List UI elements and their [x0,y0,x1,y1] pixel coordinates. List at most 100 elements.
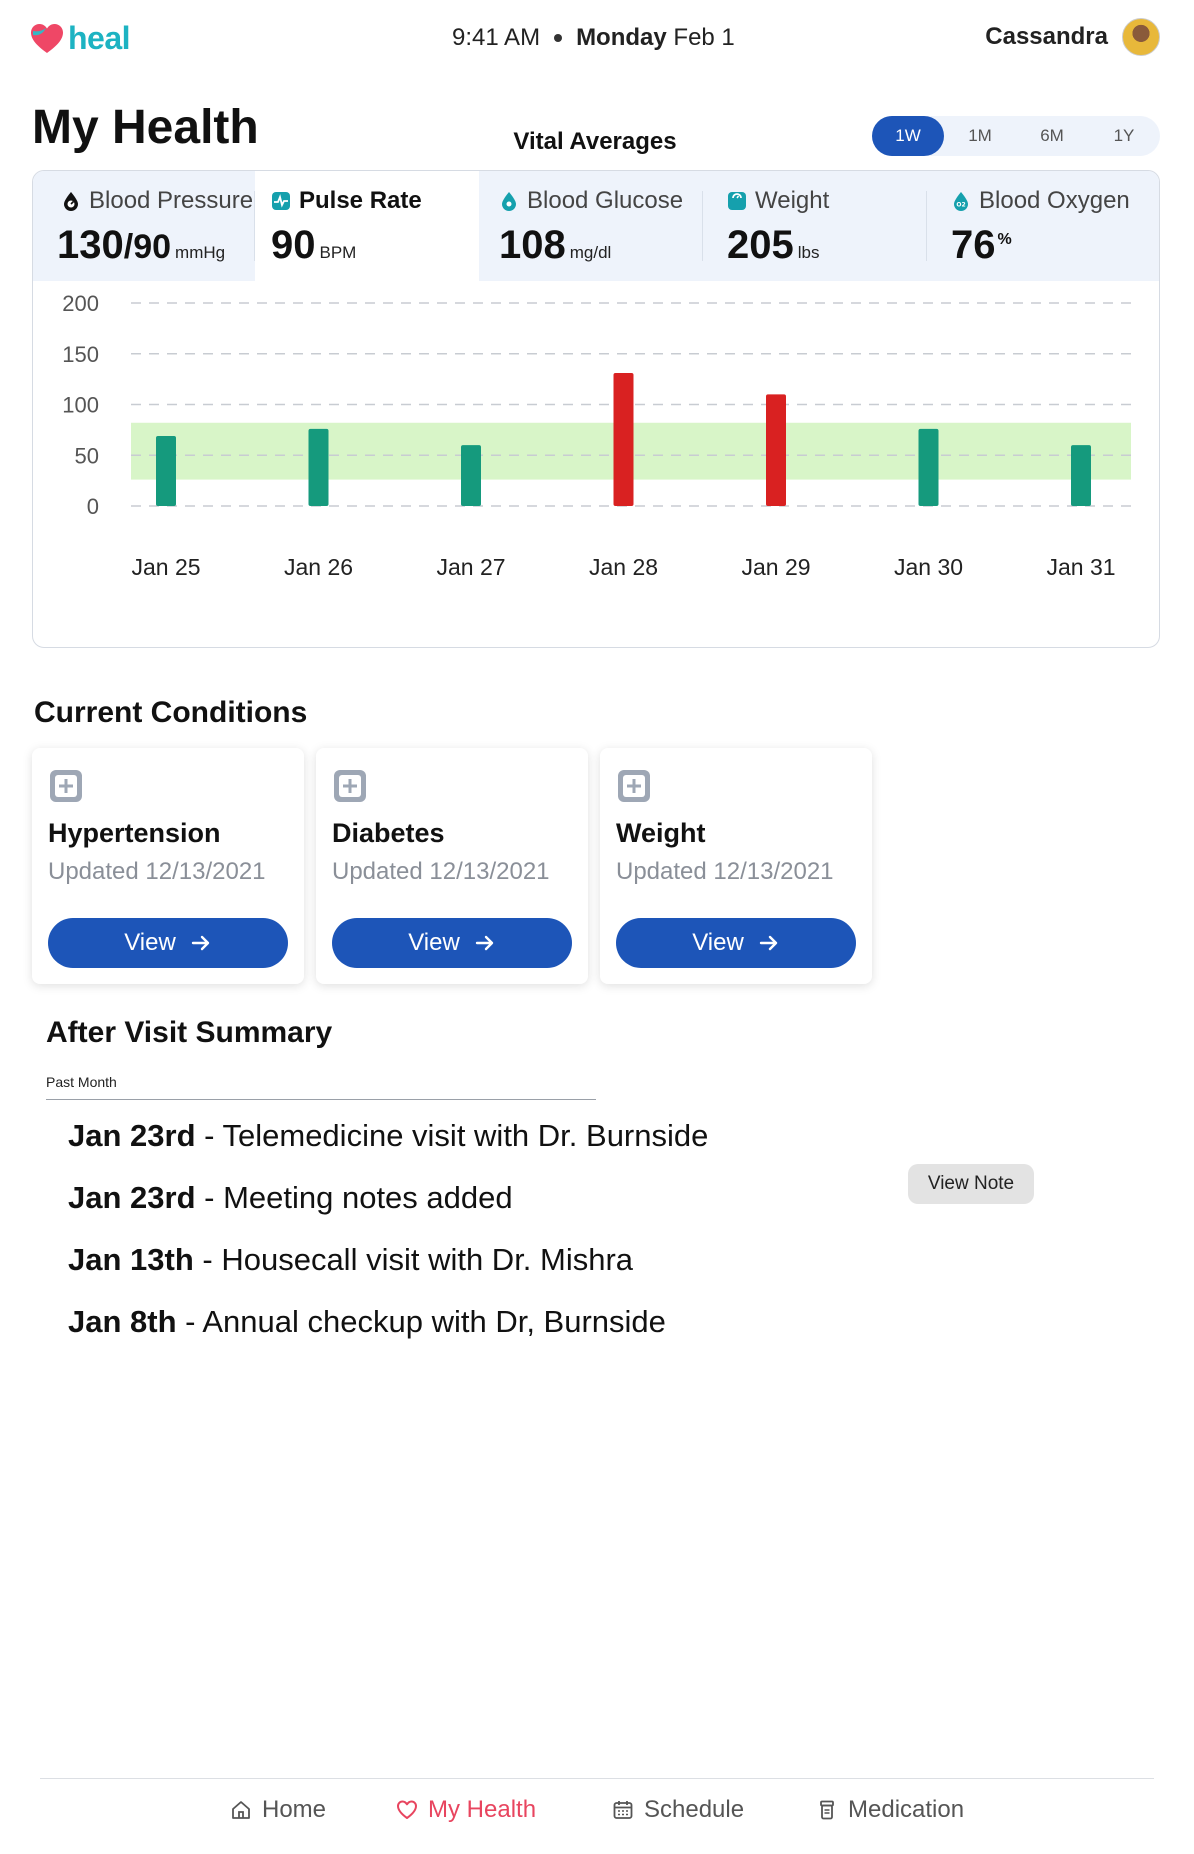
metric-unit: BPM [319,243,357,262]
visit-item[interactable]: Jan 23rd - Telemedicine visit with Dr. B… [68,1112,708,1174]
condition-card-weight: Weight Updated 12/13/2021 View [600,748,872,984]
arrow-right-icon [759,935,777,951]
metric-tab-blood-oxygen[interactable]: O2 Blood Oxygen 76% [927,171,1159,281]
view-button[interactable]: View [48,918,288,968]
conditions-title: Current Conditions [34,696,308,729]
bar [613,373,634,506]
y-tick-label: 150 [62,342,99,367]
user-profile[interactable]: Cassandra [985,18,1160,56]
metric-value: 130 [57,223,124,267]
metric-label: Blood Pressure [89,187,254,214]
calendar-icon [613,1801,633,1819]
top-bar: heal 9:41 AM Monday Feb 1 Cassandra [0,0,1194,80]
divider [46,1099,596,1100]
nav-item-home[interactable]: Home [230,1796,326,1824]
visit-date: Jan 8th [68,1304,177,1339]
y-tick-label: 100 [62,393,99,418]
metric-tab-pulse-rate[interactable]: Pulse Rate 90 BPM [255,171,479,281]
heart-logo-icon [31,23,63,53]
brand-name: heal [68,20,131,56]
condition-card-diabetes: Diabetes Updated 12/13/2021 View [316,748,588,984]
medication-icon [820,1800,834,1820]
separator-dot [554,34,563,42]
x-tick-label: Jan 28 [589,554,658,580]
nav-item-schedule[interactable]: Schedule [612,1796,744,1824]
bar [918,428,939,506]
nav-item-my-health[interactable]: My Health [396,1796,536,1824]
visit-text: - Housecall visit with Dr. Mishra [193,1242,634,1277]
view-button-label: View [692,929,744,956]
y-tick-label: 50 [75,443,99,468]
nav-item-medication[interactable]: Medication [816,1796,964,1824]
x-tick-label: Jan 31 [1046,554,1115,580]
avatar[interactable] [1122,18,1160,56]
metric-value: 108 [499,223,566,267]
day: Monday [576,24,667,51]
nav-divider [40,1778,1154,1779]
metric-value: 76 [951,223,996,267]
medical-plus-icon [618,770,650,802]
date: Feb 1 [673,24,735,51]
visit-date: Jan 23rd [68,1118,196,1153]
pulse-rate-chart: 0 50 100 150 200 Jan 25 Jan 26 Jan 27 Jan 28 Jan … [62,291,1131,580]
medical-plus-icon [334,770,366,802]
heal-logo[interactable]: heal [30,20,131,57]
nav-label: My Health [428,1796,537,1823]
bar [156,435,176,506]
condition-name: Weight [616,818,706,848]
view-button-label: View [124,929,176,956]
view-button[interactable]: View [332,918,572,968]
y-tick-label: 200 [62,291,99,316]
metric-unit: % [997,230,1012,248]
metric-label: Blood Oxygen [979,187,1130,214]
after-visit-title: After Visit Summary [46,1016,333,1049]
visit-text: - Telemedicine visit with Dr. Burnside [195,1118,709,1153]
visit-text: - Meeting notes added [195,1180,513,1215]
heart-icon [397,1800,417,1819]
bottom-nav: Home My Health Schedule Medication [0,1796,1194,1836]
range-tab-1y[interactable]: 1Y [1113,126,1135,145]
metric-tab-blood-pressure[interactable]: Blood Pressure 130/90 mmHg [33,171,255,281]
visit-item[interactable]: Jan 13th - Housecall visit with Dr. Mish… [68,1236,708,1298]
range-selector: 1W 1M 6M 1Y [872,116,1160,156]
home-icon [232,1801,250,1819]
oxygen-drop-icon: O2 [954,192,968,211]
nav-label: Medication [848,1796,965,1823]
visit-date: Jan 23rd [68,1180,196,1215]
svg-text:O2: O2 [956,202,965,209]
x-tick-label: Jan 27 [436,554,505,580]
condition-card-hypertension: Hypertension Updated 12/13/2021 View [32,748,304,984]
metric-label: Blood Glucose [527,187,684,214]
blood-pressure-icon [64,192,78,211]
metric-value-secondary: 90 [133,228,172,266]
bar [461,445,481,506]
metric-unit: mmHg [175,243,226,262]
nav-label: Home [262,1796,327,1823]
view-button[interactable]: View [616,918,856,968]
visits-filter-label[interactable]: Past Month [46,1074,117,1090]
arrow-right-icon [475,935,493,951]
visit-list: Jan 23rd - Telemedicine visit with Dr. B… [68,1112,708,1360]
view-button-label: View [408,929,460,956]
metric-unit: mg/dl [569,243,612,262]
range-tab-1w[interactable]: 1W [872,116,944,156]
metric-value: 205 [727,223,794,267]
bar [308,428,329,506]
range-tab-6m[interactable]: 6M [1040,126,1064,145]
vitals-card: Blood Pressure 130/90 mmHg Pulse Rate 90 B… [32,170,1160,648]
condition-updated: Updated 12/13/2021 [48,858,266,885]
arrow-right-icon [191,935,209,951]
x-tick-label: Jan 25 [131,554,200,580]
range-tab-1m[interactable]: 1M [968,126,992,145]
metric-label: Weight [755,187,830,214]
metric-label: Pulse Rate [299,187,422,214]
metric-value: 90 [271,223,316,267]
visit-item[interactable]: Jan 8th - Annual checkup with Dr, Burnsi… [68,1298,708,1360]
metric-tab-blood-glucose[interactable]: Blood Glucose 108 mg/dl [479,171,703,281]
view-note-button[interactable]: View Note [908,1164,1034,1204]
visit-item[interactable]: Jan 23rd - Meeting notes added [68,1174,708,1236]
y-tick-label: 0 [87,494,99,519]
user-name: Cassandra [985,23,1108,50]
condition-updated: Updated 12/13/2021 [332,858,550,885]
metric-tab-weight[interactable]: Weight 205 lbs [703,171,927,281]
